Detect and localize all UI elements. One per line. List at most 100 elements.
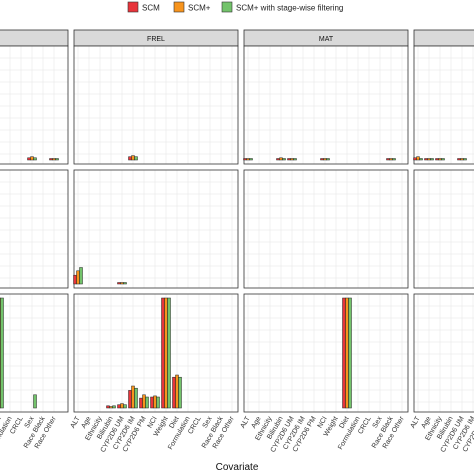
panel-bg-0-2	[244, 46, 408, 164]
x-tick-label: ALT	[410, 415, 423, 430]
panel-border-2-2	[243, 293, 409, 413]
bar-alt-s2	[79, 267, 83, 285]
facet-strip-0	[0, 29, 69, 47]
bar-alt-s0	[243, 158, 247, 161]
bar-cyp2d6-um-s0	[287, 158, 291, 161]
panel-border-2-3	[413, 293, 474, 413]
facet-strip-label-1: FREL	[147, 36, 165, 43]
facet-strip-3	[413, 29, 474, 47]
panel-border-2-0	[0, 293, 69, 413]
bar-cyp2d6-um-s2	[463, 158, 467, 161]
bar-diet-s1	[175, 374, 179, 409]
bar-age-s2	[430, 158, 434, 161]
bar-bilirubin-s2	[282, 158, 286, 161]
bar-ethnicity-s0	[435, 158, 439, 161]
bar-weight-s2	[167, 297, 171, 409]
panel-bg-1-2	[244, 170, 408, 288]
panel-bg-1-3	[414, 170, 474, 288]
x-axis-title: Covariate	[216, 462, 259, 473]
x-tick-label: ALT	[240, 415, 253, 430]
bar-race-other-s1	[52, 158, 56, 161]
bar-cyp2d6-im-s2	[134, 387, 138, 409]
panel-border-1-2	[243, 169, 409, 289]
bar-race-black-s2	[392, 158, 396, 161]
bar-alt-s2	[249, 158, 253, 161]
legend-label-1: SCM+	[188, 4, 211, 13]
legend-swatch-2	[221, 1, 233, 13]
panel-bg-0-3	[414, 46, 474, 164]
panel-border-0-0	[0, 45, 69, 165]
panel-border-1-1	[73, 169, 239, 289]
bar-alt-s1	[246, 158, 250, 161]
bar-cyp2d6-um-s2	[123, 282, 127, 285]
bar-cyp2d6-um-s0	[117, 404, 121, 409]
bar-age-s0	[424, 158, 428, 161]
bar-bilirubin-s0	[106, 405, 110, 409]
bar-alt-s0	[73, 274, 77, 285]
bar-nci-s1	[323, 158, 327, 161]
bar-cyp2d6-um-s1	[120, 403, 124, 409]
legend-swatch-1	[173, 1, 185, 13]
panel-bg-1-1	[74, 170, 238, 288]
panel-bg-0-1	[74, 46, 238, 164]
panel-border-0-3	[413, 45, 474, 165]
bar-diet-s1	[345, 297, 349, 409]
bar-nci-s2	[326, 158, 330, 161]
bar-ethnicity-s2	[441, 158, 445, 161]
panel-border-1-0	[0, 169, 69, 289]
bar-sex-s1	[30, 156, 34, 161]
bar-alt-s1	[416, 156, 420, 161]
panel-border-1-3	[413, 169, 474, 289]
legend-label-2: SCM+ with stage-wise filtering	[236, 4, 343, 13]
bar-cyp2d6-um-s2	[293, 158, 297, 161]
legend-swatch-0	[127, 1, 139, 13]
bar-alt-s1	[76, 270, 80, 285]
legend-label-0: SCM	[142, 4, 160, 13]
bar-weight-s1	[164, 297, 168, 409]
bar-sex-s2	[33, 157, 37, 161]
bar-diet-s0	[172, 376, 176, 409]
facet-strip-label-2: MAT	[319, 36, 334, 43]
bar-nci-s1	[153, 395, 157, 409]
bar-alt-s0	[413, 157, 417, 161]
bar-diet-s2	[0, 297, 4, 409]
bar-diet-s0	[342, 297, 346, 409]
bar-race-other-s0	[49, 158, 53, 161]
panel-bg-0-0	[0, 46, 68, 164]
bar-bilirubin-s1	[109, 406, 113, 409]
bar-diet-s2	[348, 297, 352, 409]
bar-sex-s2	[33, 394, 37, 409]
x-tick-label: ALT	[70, 415, 83, 430]
bar-cyp2d6-im-s2	[134, 156, 138, 161]
bar-cyp2d6-um-s2	[123, 404, 127, 409]
panel-border-0-1	[73, 45, 239, 165]
bar-bilirubin-s0	[276, 158, 280, 161]
bar-race-black-s0	[386, 158, 390, 161]
bar-nci-s0	[320, 158, 324, 161]
panel-bg-2-1	[74, 294, 238, 412]
bar-diet-s2	[178, 376, 182, 409]
bar-cyp2d6-um-s0	[457, 158, 461, 161]
bar-race-other-s2	[55, 158, 59, 161]
panel-bg-2-2	[244, 294, 408, 412]
bar-cyp2d6-im-s0	[128, 156, 132, 161]
panel-border-2-1	[73, 293, 239, 413]
bar-nci-s2	[156, 396, 160, 409]
bar-cyp2d6-pm-s0	[139, 397, 143, 409]
bar-age-s1	[427, 158, 431, 161]
panel-border-0-2	[243, 45, 409, 165]
panel-bg-2-0	[0, 294, 68, 412]
bar-bilirubin-s2	[112, 405, 116, 409]
bar-cyp2d6-um-s1	[290, 158, 294, 161]
panel-bg-1-0	[0, 170, 68, 288]
bar-ethnicity-s1	[438, 158, 442, 161]
bar-cyp2d6-um-s1	[120, 282, 124, 285]
bar-cyp2d6-pm-s1	[142, 394, 146, 409]
bar-cyp2d6-um-s0	[117, 282, 121, 285]
bar-cyp2d6-im-s0	[128, 390, 132, 409]
bar-race-black-s1	[389, 158, 393, 161]
bar-cyp2d6-pm-s2	[145, 396, 149, 409]
bar-bilirubin-s1	[279, 157, 283, 161]
